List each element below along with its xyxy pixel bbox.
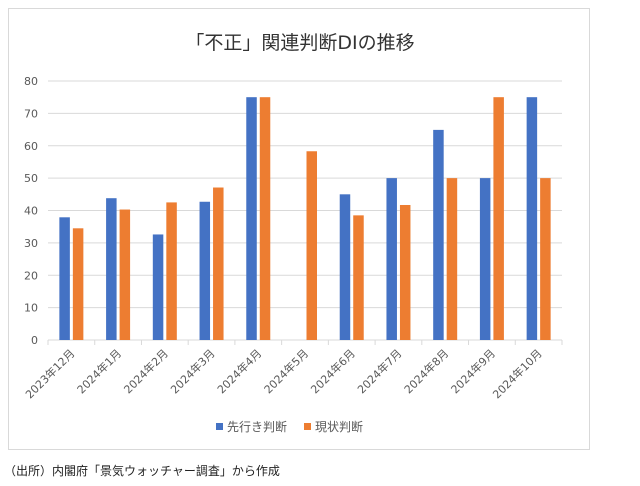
chart-title: 「不正」関連判断DIの推移 xyxy=(185,32,415,54)
bar-forecast xyxy=(246,97,257,340)
x-tick-label: 2024年9月 xyxy=(448,346,498,396)
source-note: （出所）内閣府「景気ウォッチャー調査」から作成 xyxy=(4,464,280,478)
bar-forecast xyxy=(152,234,164,340)
y-tick-label: 30 xyxy=(24,237,38,250)
bar-current xyxy=(259,97,271,340)
bar-current xyxy=(540,178,551,340)
legend-swatch xyxy=(216,423,223,430)
y-tick-label: 80 xyxy=(24,75,38,88)
y-tick-label: 50 xyxy=(24,172,38,185)
x-tick-label: 2024年8月 xyxy=(401,346,451,396)
bar-forecast xyxy=(339,194,351,340)
bar-current xyxy=(353,215,364,340)
bar-forecast xyxy=(433,129,444,340)
bar-current xyxy=(119,209,131,340)
bar-current xyxy=(399,204,411,340)
bar-forecast xyxy=(59,217,70,340)
x-tick-label: 2024年6月 xyxy=(308,346,358,396)
x-tick-label: 2024年4月 xyxy=(214,346,264,396)
y-tick-label: 40 xyxy=(24,205,38,218)
bar-forecast xyxy=(199,201,211,340)
x-tick-label: 2024年3月 xyxy=(167,346,217,396)
bar-forecast xyxy=(106,198,117,340)
y-tick-label: 70 xyxy=(24,107,38,120)
bar-current xyxy=(493,97,504,340)
legend-label: 現状判断 xyxy=(315,419,363,434)
bar-current xyxy=(166,202,177,340)
bar-current xyxy=(446,178,458,340)
x-tick-label: 2024年5月 xyxy=(261,346,311,396)
legend-swatch xyxy=(304,423,311,430)
bar-forecast xyxy=(526,97,538,340)
x-tick-label: 2024年7月 xyxy=(354,346,404,396)
y-tick-label: 10 xyxy=(24,302,38,315)
y-tick-label: 20 xyxy=(24,269,38,282)
bar-current xyxy=(213,187,224,340)
x-tick-label: 2024年2月 xyxy=(121,346,171,396)
bar-current xyxy=(72,228,84,340)
y-tick-label: 60 xyxy=(24,140,38,153)
x-tick-label: 2024年10月 xyxy=(490,346,545,401)
bar-forecast xyxy=(386,178,397,340)
chart-frame xyxy=(8,8,590,450)
x-tick-label: 2024年1月 xyxy=(74,346,124,396)
legend-label: 先行き判断 xyxy=(227,419,287,434)
y-tick-label: 0 xyxy=(31,334,38,347)
bar-current xyxy=(306,151,317,340)
x-tick-label: 2023年12月 xyxy=(22,346,77,401)
bar-forecast xyxy=(479,178,491,340)
